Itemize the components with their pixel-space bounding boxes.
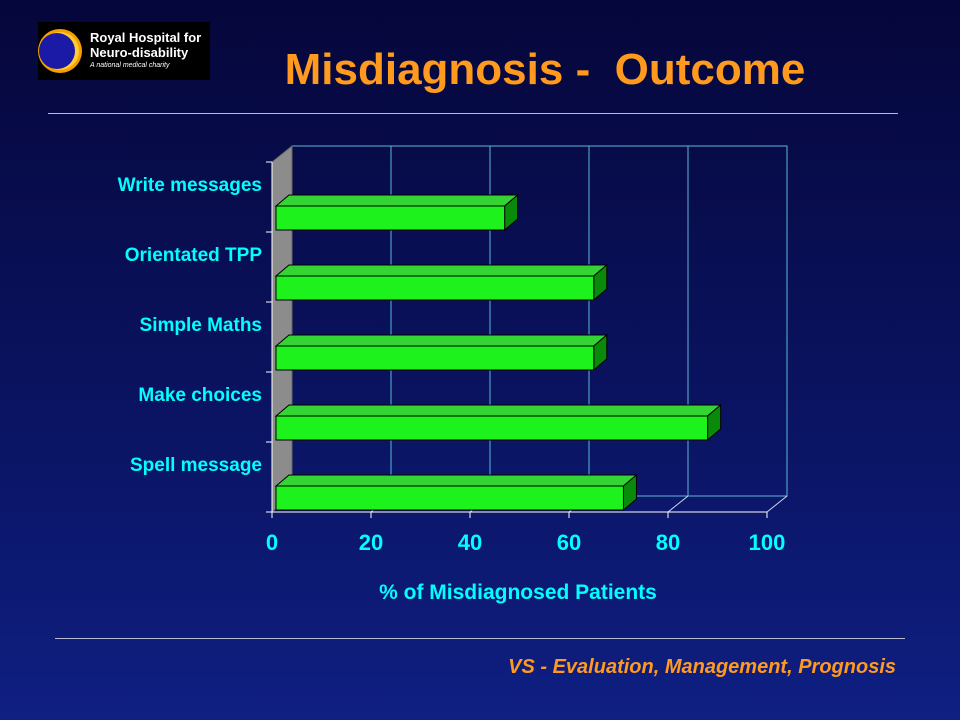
y-category-label: Simple Maths	[140, 315, 262, 336]
x-tick-label: 60	[557, 530, 581, 555]
logo-tagline: A national medical charity	[90, 62, 170, 69]
floor-gridline	[667, 495, 689, 513]
logo-name-line2: Neuro-disability	[90, 45, 189, 60]
logo-name-line1: Royal Hospital for	[90, 30, 202, 45]
bar-front-face	[275, 205, 506, 231]
bar	[274, 473, 638, 512]
x-tick-label: 20	[359, 530, 383, 555]
sun-moon-logo-icon	[38, 29, 82, 73]
bar-front-face	[275, 275, 595, 301]
bar	[274, 193, 520, 232]
bar-front-face	[275, 485, 624, 511]
bar-top-face	[274, 264, 609, 277]
x-axis-title: % of Misdiagnosed Patients	[379, 581, 657, 604]
x-tick-label: 80	[656, 530, 680, 555]
footer-divider	[55, 638, 905, 639]
chart-labels: 0 20 40 60 80 100 Write messages Orientated TPP…	[118, 175, 786, 555]
x-tick-label: 100	[749, 530, 786, 555]
y-category-label: Spell message	[130, 455, 262, 476]
bar-top-face	[274, 474, 638, 487]
hospital-logo: Royal Hospital for Neuro-disability A na…	[38, 22, 210, 80]
chart-axes	[266, 161, 768, 518]
x-tick-label: 0	[266, 530, 278, 555]
title-divider	[48, 113, 898, 114]
footer-text: VS - Evaluation, Management, Prognosis	[508, 656, 896, 678]
bar-top-face	[274, 334, 609, 347]
bar	[274, 263, 609, 302]
y-category-label: Orientated TPP	[125, 245, 263, 266]
x-tick-label: 40	[458, 530, 482, 555]
bar-front-face	[275, 415, 709, 441]
floor-gridline	[766, 495, 788, 513]
bar	[274, 333, 609, 372]
y-category-label: Make choices	[138, 385, 262, 406]
bar	[274, 403, 722, 442]
bar-top-face	[274, 404, 722, 417]
slide-title: Misdiagnosis - Outcome	[284, 45, 806, 94]
y-category-label: Write messages	[118, 175, 262, 196]
bar-top-face	[274, 194, 520, 207]
bar-front-face	[275, 345, 595, 371]
chart-bars	[274, 193, 722, 512]
